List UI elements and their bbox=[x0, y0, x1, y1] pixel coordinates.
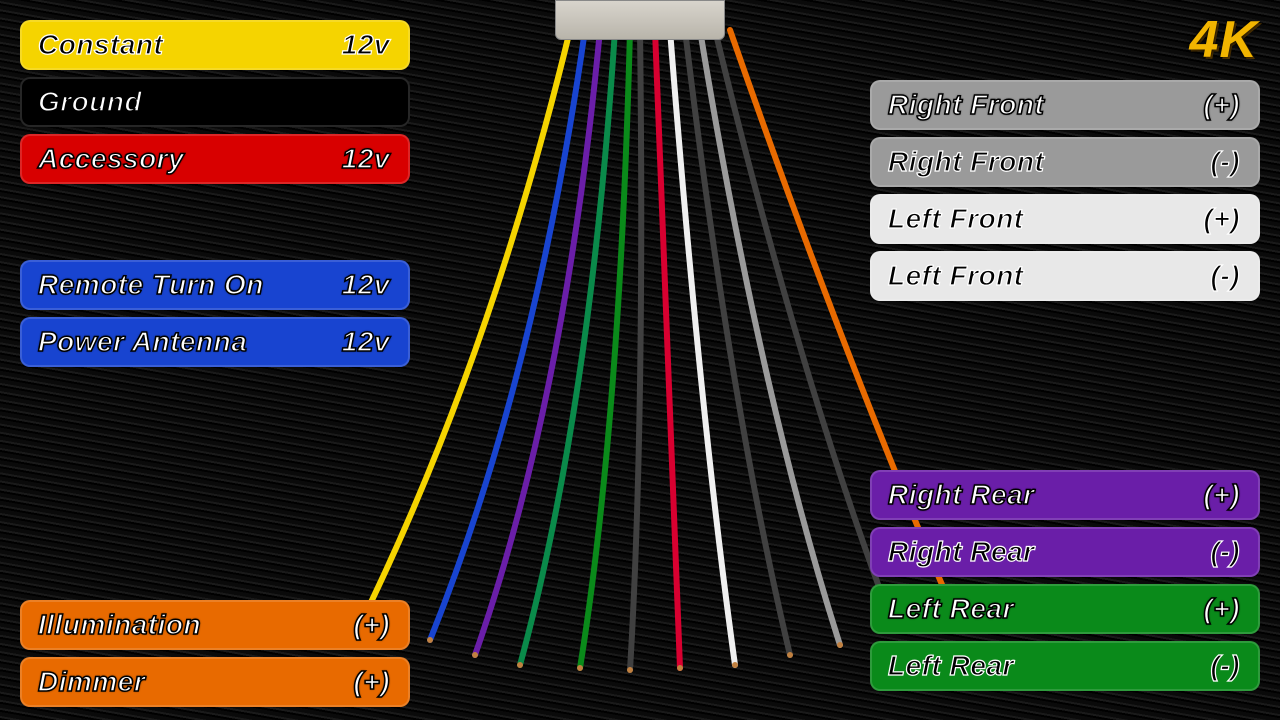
wire-label-value: (+) bbox=[354, 609, 391, 641]
wire-label-pill: Right Rear (+) bbox=[870, 470, 1260, 520]
wire-label-pill: Right Front (-) bbox=[870, 137, 1260, 187]
wire-label-pill: Dimmer (+) bbox=[20, 657, 410, 707]
wire-label-value: (-) bbox=[1211, 146, 1240, 178]
wire-label-text: Right Rear bbox=[888, 536, 1035, 568]
wire-label-text: Left Rear bbox=[888, 593, 1014, 625]
wire-label-value: (+) bbox=[1204, 593, 1241, 625]
wire-label-value: 12v bbox=[342, 269, 390, 301]
wire-label-text: Right Front bbox=[888, 146, 1044, 178]
wire-label-value: (-) bbox=[1211, 536, 1240, 568]
wire-label-value: (+) bbox=[1204, 203, 1241, 235]
wire-label-pill: Ground bbox=[20, 77, 410, 127]
4k-badge: 4K bbox=[1190, 10, 1258, 70]
wire-label-pill: Remote Turn On 12v bbox=[20, 260, 410, 310]
wire-label-text: Left Rear bbox=[888, 650, 1014, 682]
wire-label-pill: Left Front (+) bbox=[870, 194, 1260, 244]
wire-label-value: (-) bbox=[1211, 260, 1240, 292]
wire-label-value: (+) bbox=[1204, 479, 1241, 511]
wire-label-pill: Right Front (+) bbox=[870, 80, 1260, 130]
wire-label-text: Remote Turn On bbox=[38, 269, 264, 301]
wire-label-pill: Illumination (+) bbox=[20, 600, 410, 650]
wire-label-value: (-) bbox=[1211, 650, 1240, 682]
wire-label-value: 12v bbox=[342, 143, 390, 175]
wire-label-text: Ground bbox=[38, 86, 142, 118]
wire-label-pill: Left Rear (-) bbox=[870, 641, 1260, 691]
wire-label-pill: Right Rear (-) bbox=[870, 527, 1260, 577]
wire-label-text: Right Front bbox=[888, 89, 1044, 121]
wire-label-text: Left Front bbox=[888, 203, 1024, 235]
wire-label-text: Power Antenna bbox=[38, 326, 247, 358]
wire-label-pill: Constant 12v bbox=[20, 20, 410, 70]
wire-label-pill: Left Rear (+) bbox=[870, 584, 1260, 634]
wire-label-value: (+) bbox=[354, 666, 391, 698]
wire-label-value: 12v bbox=[342, 326, 390, 358]
wire-label-pill: Power Antenna 12v bbox=[20, 317, 410, 367]
wire-label-text: Constant bbox=[38, 29, 163, 61]
wire-label-text: Right Rear bbox=[888, 479, 1035, 511]
wire-label-text: Left Front bbox=[888, 260, 1024, 292]
harness-connector bbox=[555, 0, 725, 40]
wire-label-text: Accessory bbox=[38, 143, 184, 175]
wire-label-text: Dimmer bbox=[38, 666, 145, 698]
wire-label-text: Illumination bbox=[38, 609, 201, 641]
wire-label-pill: Accessory 12v bbox=[20, 134, 410, 184]
wire-label-pill: Left Front (-) bbox=[870, 251, 1260, 301]
wire-label-value: 12v bbox=[342, 29, 390, 61]
wire-label-value: (+) bbox=[1204, 89, 1241, 121]
